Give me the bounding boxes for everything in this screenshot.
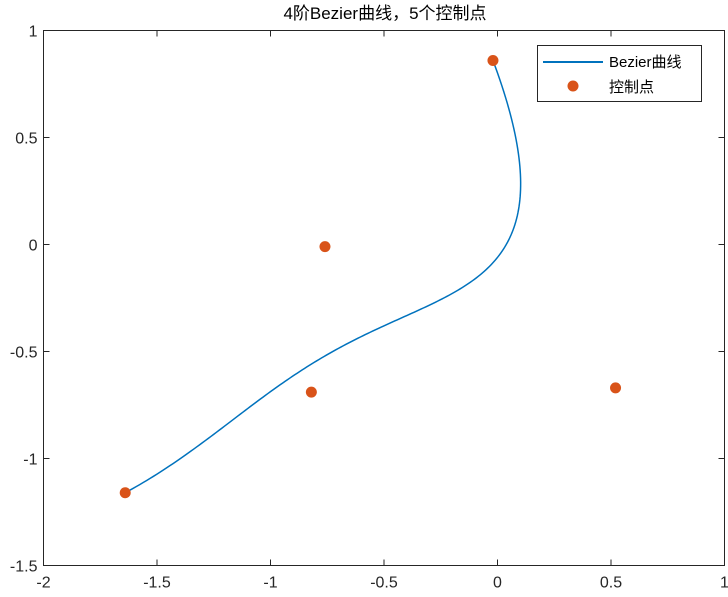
x-tick-label: -1.5: [143, 575, 171, 592]
y-axis: -1.5 -1 -0.5 0 0.5 1: [10, 24, 725, 576]
control-point-2: [305, 386, 317, 398]
control-point-5: [487, 54, 499, 66]
legend-label-curve: Bezier曲线: [609, 54, 682, 71]
x-axis: -2 -1.5 -1 -0.5 0 0.5 1: [36, 30, 728, 592]
x-tick-label: 0: [493, 575, 502, 592]
chart-title: 4阶Bezier曲线，5个控制点: [283, 4, 486, 23]
legend-box: [537, 45, 702, 102]
control-point-3: [319, 241, 331, 253]
x-tick-label: -1: [263, 575, 277, 592]
y-tick-label: -1: [23, 452, 37, 469]
y-tick-label: 0: [29, 238, 38, 255]
x-tick-label: -0.5: [370, 575, 398, 592]
plot-area-frame: [43, 30, 725, 566]
y-tick-label: -1.5: [10, 559, 38, 576]
x-tick-label: 1: [720, 575, 728, 592]
y-tick-label: 1: [29, 24, 38, 41]
bezier-curve-line: [124, 60, 522, 494]
y-tick-label: -0.5: [10, 345, 38, 362]
x-tick-label: 0.5: [600, 575, 622, 592]
control-point-1: [119, 487, 131, 499]
x-tick-label: -2: [36, 575, 50, 592]
legend-label-points: 控制点: [609, 79, 654, 96]
control-point-4: [610, 382, 622, 394]
y-tick-label: 0.5: [15, 131, 37, 148]
legend: Bezier曲线 控制点: [537, 45, 702, 102]
legend-marker-swatch: [567, 80, 579, 92]
control-points: [119, 54, 622, 499]
